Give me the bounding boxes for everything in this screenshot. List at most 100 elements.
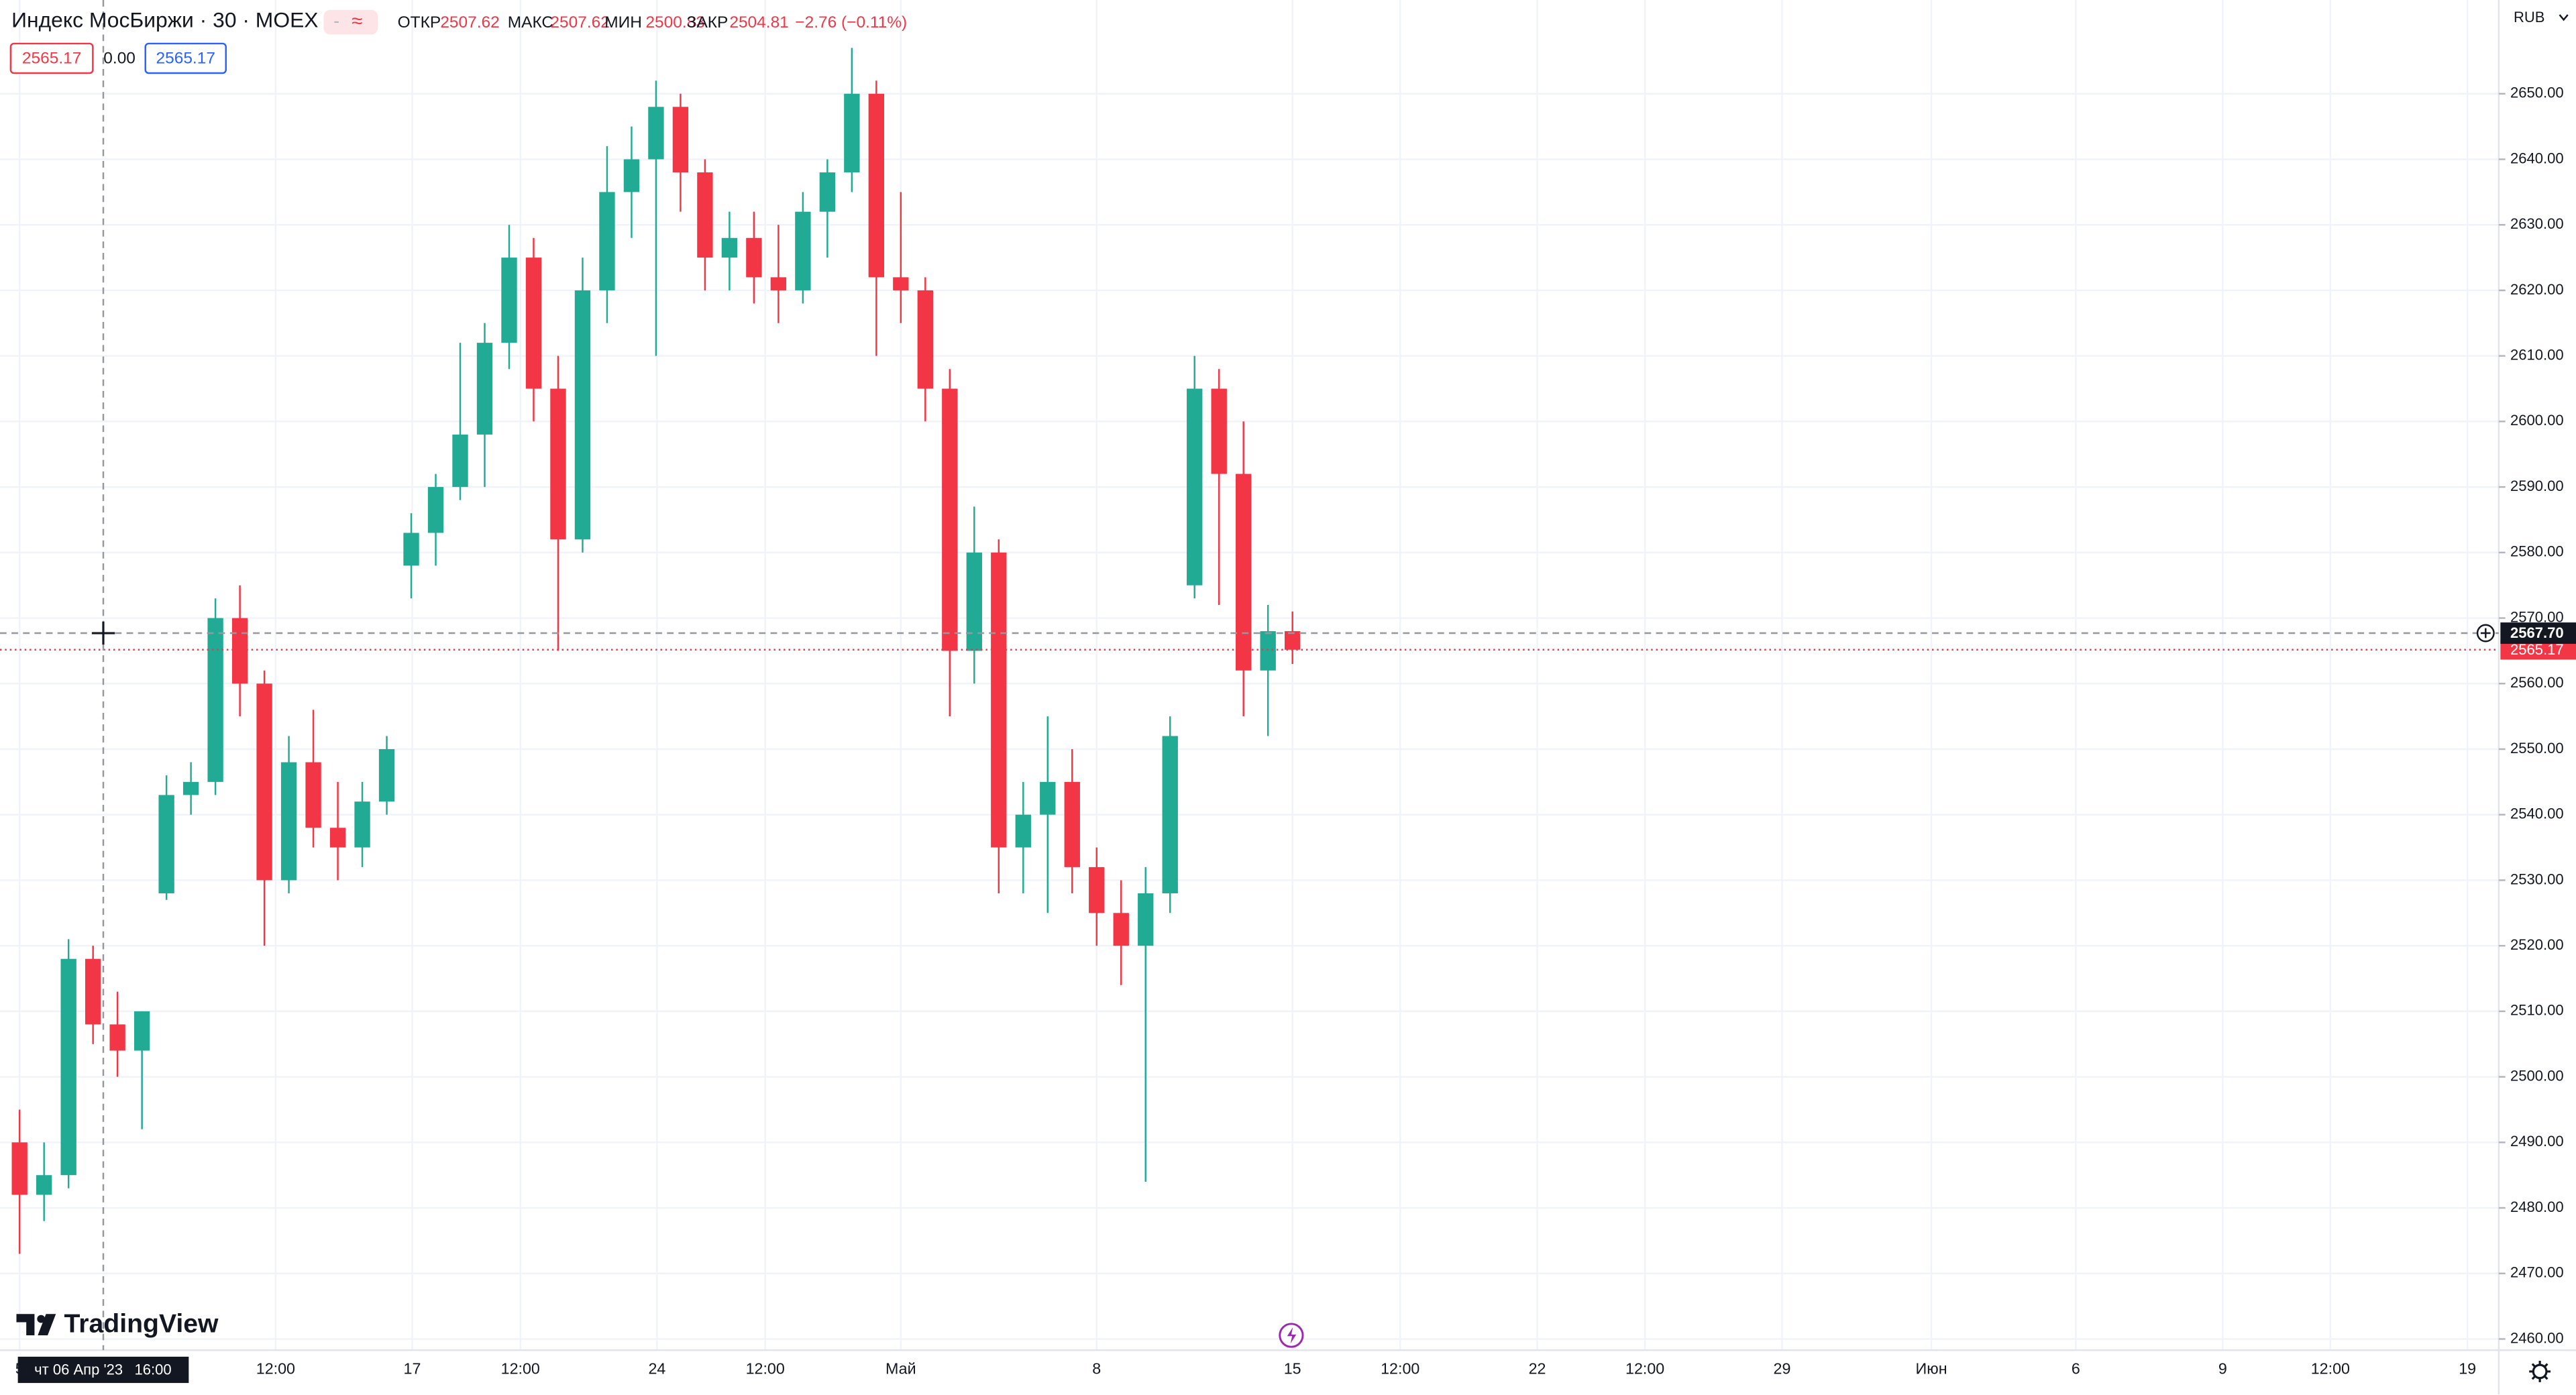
x-tick-label: 5 — [15, 1360, 24, 1378]
x-tick-label: 9 — [2218, 1360, 2227, 1378]
candle-body — [1113, 913, 1129, 946]
y-tick-label: 2570.00 — [2510, 608, 2564, 625]
badge[interactable] — [323, 9, 378, 35]
low-label: МИН — [604, 13, 642, 32]
y-tick-label: 2560.00 — [2510, 674, 2564, 691]
candle-body — [672, 107, 689, 173]
candle-body — [746, 237, 762, 278]
currency[interactable]: RUB — [2514, 9, 2545, 25]
currency-caret — [2559, 14, 2569, 21]
y-tick-label: 2510.00 — [2510, 1002, 2564, 1019]
candle-body — [574, 290, 591, 540]
candle-body — [207, 618, 223, 782]
y-tick-label: 2520.00 — [2510, 936, 2564, 953]
candle-body — [1138, 893, 1154, 946]
y-tick-label: 2460.00 — [2510, 1329, 2564, 1346]
candle-body — [770, 277, 787, 290]
open-value: 2507.62 — [440, 13, 499, 32]
close-value: 2504.81 — [729, 13, 788, 32]
chart-title: Индекс МосБиржи · 30 · MOEX — [11, 7, 318, 32]
candle-body — [1162, 736, 1178, 893]
candle-body — [476, 343, 493, 435]
y-tick-label: 2490.00 — [2510, 1133, 2564, 1150]
candle-body — [158, 795, 174, 893]
y-tick-label: 2540.00 — [2510, 805, 2564, 822]
candle-body — [231, 618, 248, 684]
badge-icon: - — [333, 11, 339, 31]
settings-icon — [2529, 1361, 2551, 1382]
candle-body — [525, 258, 542, 389]
y-tick-label: 2480.00 — [2510, 1198, 2564, 1215]
crosshair-date: чт 06 Апр '23 — [34, 1361, 123, 1378]
candle-body — [133, 1011, 150, 1051]
indicator-value: 0.00 — [103, 50, 136, 68]
candle-body — [1260, 631, 1276, 671]
x-tick-label: 12:00 — [746, 1360, 785, 1378]
logo-mark — [16, 1314, 56, 1336]
candle-body — [623, 159, 640, 192]
y-tick-label: 2650.00 — [2510, 85, 2564, 101]
candles — [11, 48, 1301, 1254]
candle-body — [1187, 388, 1203, 585]
settings-icon[interactable] — [2532, 1363, 2548, 1380]
candle-body — [1284, 631, 1301, 650]
candle-body — [36, 1175, 52, 1195]
indicator-value: 2565.17 — [156, 50, 215, 68]
x-tick-label: 15 — [1284, 1360, 1301, 1378]
candle-body — [1089, 867, 1105, 913]
x-tick-label: Июн — [1916, 1360, 1947, 1378]
y-tick-label: 2640.00 — [2510, 150, 2564, 166]
y-tick-label: 2630.00 — [2510, 215, 2564, 232]
candle-body — [868, 93, 885, 278]
crosshair-date-tag — [17, 1356, 189, 1384]
high-label: МАКС — [508, 13, 553, 32]
x-tick-label: 6 — [2072, 1360, 2080, 1378]
y-tick-label: 2580.00 — [2510, 543, 2564, 560]
candle-body — [599, 192, 615, 290]
x-tick-label: 29 — [1774, 1360, 1791, 1378]
candle-body — [182, 781, 199, 795]
candle-body — [844, 93, 860, 173]
indicator-box — [144, 42, 227, 74]
candle-body — [917, 290, 933, 389]
candle-body — [893, 277, 909, 290]
candle-body — [1064, 781, 1080, 867]
crosshair-price-label: 2567.70 — [2510, 624, 2564, 641]
last-price-label: 2565.17 — [2510, 641, 2564, 658]
x-tick-label: 24 — [648, 1360, 665, 1378]
candle-body — [991, 552, 1007, 848]
candle-body — [329, 828, 346, 848]
logo-mark — [37, 1315, 46, 1323]
y-tick-label: 2550.00 — [2510, 740, 2564, 757]
candle-body — [427, 487, 444, 533]
x-tick-label: 12:00 — [501, 1360, 540, 1378]
y-tick-label: 2500.00 — [2510, 1067, 2564, 1084]
x-tick-label: 17 — [404, 1360, 421, 1378]
x-tick-label: 8 — [1092, 1360, 1101, 1378]
event-icon — [1287, 1327, 1297, 1344]
x-tick-label: 19 — [2459, 1360, 2476, 1378]
y-tick-label: 2590.00 — [2510, 478, 2564, 494]
y-tick-label: 2530.00 — [2510, 871, 2564, 887]
candle-body — [648, 107, 664, 160]
candle-body — [501, 258, 517, 343]
y-tick-label: 2610.00 — [2510, 346, 2564, 363]
candle-body — [11, 1142, 28, 1195]
x-tick-label: 12:00 — [2311, 1360, 2350, 1378]
candle-body — [60, 958, 76, 1176]
candle-body — [1040, 781, 1056, 815]
candle-body — [550, 388, 566, 540]
x-tick-label: 12:00 — [1381, 1360, 1419, 1378]
candle-body — [85, 958, 101, 1025]
candle-body — [354, 801, 370, 848]
change: −2.76 (−0.11%) — [795, 13, 907, 32]
add-button-icon — [2480, 628, 2491, 638]
x-tick-label: 22 — [1529, 1360, 1546, 1378]
candle-body — [1211, 388, 1227, 474]
logo[interactable]: TradingView — [64, 1310, 219, 1339]
indicator-value: 2565.17 — [22, 50, 81, 68]
